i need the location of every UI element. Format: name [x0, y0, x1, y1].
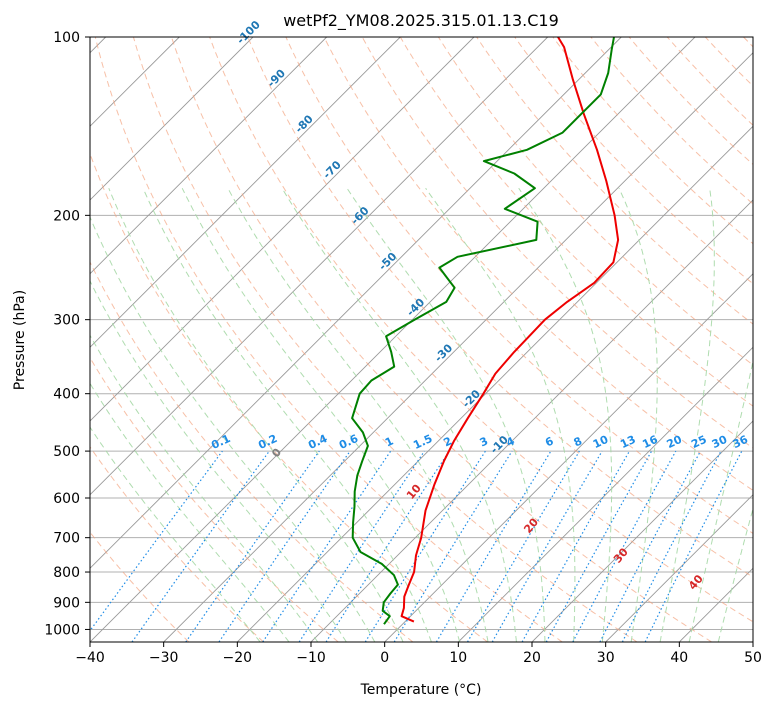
- moist-adiabat-line: [181, 187, 461, 642]
- mixing-ratio-line: [131, 450, 270, 642]
- isotherm-line: [531, 420, 753, 642]
- chart-title: wetPf2_YM08.2025.315.01.13.C19: [283, 11, 559, 31]
- background-lines: [90, 37, 753, 642]
- isotherm-line: [90, 37, 549, 496]
- moist-adiabat-line: [90, 279, 347, 642]
- x-tick-label: 0: [380, 650, 389, 666]
- y-tick-label: 1000: [44, 622, 80, 638]
- moist-adiabat-line: [659, 188, 715, 642]
- moist-adiabat-line: [688, 358, 753, 642]
- x-tick-label: 40: [670, 650, 688, 666]
- isotherm-line: [90, 37, 622, 569]
- y-tick-label: 300: [53, 313, 80, 329]
- x-tick-label: 50: [744, 650, 762, 666]
- isotherm-line: [384, 273, 753, 642]
- x-tick-label: −20: [223, 650, 253, 666]
- mixing-ratio-line: [262, 450, 392, 642]
- dry-adiabat-line: [285, 37, 753, 535]
- mixing-ratio-line: [572, 450, 677, 642]
- dry-adiabat-line: [514, 37, 753, 285]
- x-tick-label: 30: [597, 650, 615, 666]
- mixing-ratio-line: [185, 450, 320, 642]
- x-tick-label: 20: [523, 650, 541, 666]
- mixing-ratio-line: [90, 450, 223, 632]
- isotherm-line: [605, 494, 753, 642]
- isotherm-line: [90, 37, 328, 275]
- dry-adiabat-line: [476, 37, 753, 325]
- dry-adiabat-line: [90, 260, 414, 642]
- plot-frame: [89, 36, 754, 643]
- dry-adiabat-line: [209, 37, 753, 623]
- x-tick-label: −10: [296, 650, 326, 666]
- y-tick-label: 700: [53, 531, 80, 547]
- dry-adiabat-line: [323, 37, 753, 491]
- x-tick-label: −30: [149, 650, 179, 666]
- dewpoint-profile-line: [351, 37, 615, 625]
- mixing-ratio-line: [218, 450, 351, 642]
- isotherm-line: [236, 125, 753, 642]
- moist-adiabat-line: [281, 187, 517, 642]
- mixing-ratio-label: 20: [665, 433, 685, 451]
- isotherm-line: [90, 37, 254, 201]
- mixing-ratio-line: [393, 450, 513, 642]
- mixing-ratio-line: [298, 450, 425, 642]
- mixing-ratio-label: 13: [618, 433, 637, 451]
- dry-adiabat-line: [90, 356, 339, 642]
- y-tick-label: 800: [53, 565, 80, 581]
- x-tick-label: 10: [449, 650, 467, 666]
- y-tick-label: 600: [53, 491, 80, 507]
- y-tick-label: 500: [53, 444, 80, 460]
- mixing-ratio-label: 25: [689, 433, 708, 451]
- y-axis-title: Pressure (hPa): [12, 290, 28, 390]
- moist-adiabat-line: [618, 187, 658, 642]
- y-tick-label: 400: [53, 387, 80, 403]
- mixing-ratio-label: 16: [640, 433, 660, 451]
- x-axis: −40 −30 −20 −10 0 10 20 30 40 50: [75, 642, 762, 666]
- dry-adiabat-line: [247, 37, 753, 578]
- dry-adiabat-line: [94, 37, 563, 642]
- isotherm-line: [90, 37, 401, 348]
- isotherm-line: [457, 346, 753, 642]
- isotherm-line: [90, 37, 696, 642]
- x-axis-title: Temperature (°C): [360, 682, 482, 698]
- y-axis: 100 200 300 400 500 600 700 800 900 1000: [44, 30, 90, 638]
- series-lines: [351, 37, 620, 625]
- mixing-ratio-line: [521, 450, 631, 642]
- mixing-ratio-line: [545, 450, 653, 642]
- y-tick-label: 200: [53, 208, 80, 224]
- mixing-ratio-line: [644, 450, 743, 642]
- mixing-ratio-label: 36: [731, 433, 751, 451]
- dry-adiabat-line: [171, 37, 712, 642]
- x-tick-label: −40: [75, 650, 105, 666]
- y-tick-label: 900: [53, 595, 80, 611]
- moist-adiabat-line: [227, 187, 489, 642]
- temperature-profile-line: [400, 37, 620, 623]
- isotherm-line: [90, 37, 475, 422]
- mixing-ratio-line: [325, 450, 450, 642]
- y-tick-label: 100: [53, 30, 80, 46]
- mixing-ratio-label: 10: [591, 433, 611, 451]
- moist-adiabat-line: [90, 215, 376, 642]
- moist-adiabat-line: [142, 187, 432, 642]
- mixing-ratio-label: 30: [710, 433, 730, 451]
- dry-adiabat-line: [90, 446, 264, 642]
- isotherm-line: [163, 52, 753, 642]
- moist-adiabat-line: [518, 187, 613, 642]
